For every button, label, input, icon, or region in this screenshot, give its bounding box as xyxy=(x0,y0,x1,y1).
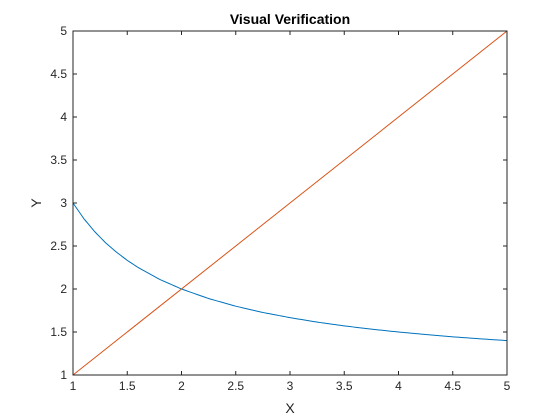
x-tick-label: 3 xyxy=(287,379,294,393)
x-tick-label: 4.5 xyxy=(444,379,461,393)
x-tick-label: 2.5 xyxy=(227,379,244,393)
x-tick-label: 5 xyxy=(504,379,511,393)
x-tick-label: 1.5 xyxy=(119,379,136,393)
x-tick-label: 4 xyxy=(395,379,402,393)
y-tick-label: 1 xyxy=(60,368,67,382)
y-tick-label: 5 xyxy=(60,24,67,38)
x-tick-label: 3.5 xyxy=(336,379,353,393)
series-line-1 xyxy=(72,202,508,342)
x-tick-label: 2 xyxy=(178,379,185,393)
x-axis-label: X xyxy=(285,400,295,416)
y-tick-label: 2 xyxy=(60,282,67,296)
y-tick-label: 4.5 xyxy=(50,67,67,81)
y-axis-ticks: 1 1.5 2 2.5 3 3.5 4 4.5 5 xyxy=(50,24,507,382)
y-tick-label: 2.5 xyxy=(50,239,67,253)
axes-box xyxy=(72,30,508,376)
series-line-2 xyxy=(72,30,508,376)
y-tick-label: 4 xyxy=(60,110,67,124)
series-layer xyxy=(72,30,508,376)
chart-title: Visual Verification xyxy=(230,11,350,27)
y-tick-label: 3.5 xyxy=(50,153,67,167)
y-tick-label: 3 xyxy=(60,196,67,210)
x-tick-label: 1 xyxy=(70,379,77,393)
x-axis-ticks: 1 1.5 2 2.5 3 3.5 4 4.5 5 xyxy=(70,31,511,393)
y-axis-label: Y xyxy=(28,198,44,208)
y-tick-label: 1.5 xyxy=(50,325,67,339)
